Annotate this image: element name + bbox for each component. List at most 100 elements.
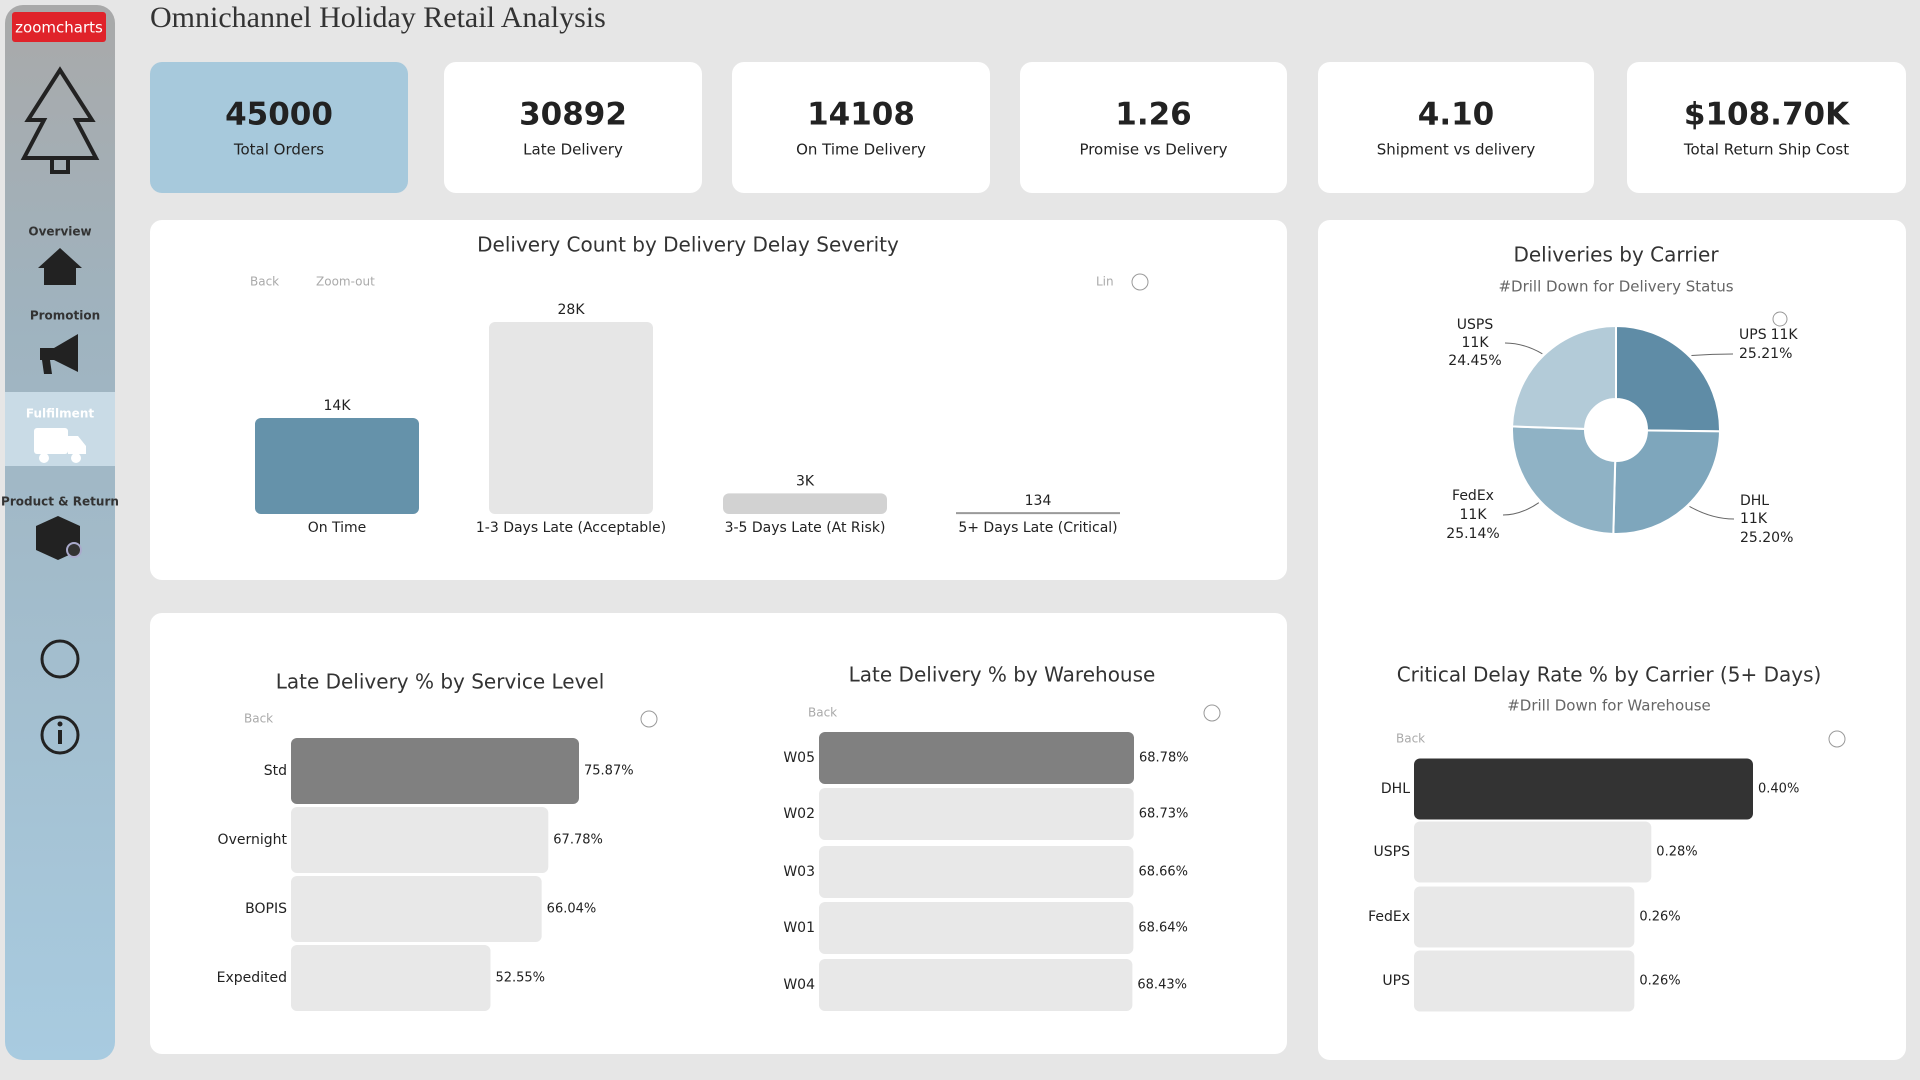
bar (1414, 758, 1753, 820)
back-button[interactable]: Back (250, 275, 279, 289)
bar (723, 493, 887, 514)
kpi-label: Late Delivery (523, 141, 623, 159)
y-tick-label: Std (264, 763, 287, 779)
page-title: Omnichannel Holiday Retail Analysis (150, 1, 606, 34)
scale-toggle[interactable]: Lin (1096, 275, 1114, 289)
value-label: 68.64% (1138, 921, 1188, 936)
y-tick-label: W04 (783, 977, 815, 993)
slice-percent: 25.21% (1739, 346, 1792, 362)
chart-subtitle: #Drill Down for Warehouse (1507, 697, 1711, 715)
kpi-card (732, 62, 990, 193)
nav-item[interactable]: Promotion (30, 309, 100, 323)
y-tick-label: W05 (783, 750, 815, 766)
bar (819, 959, 1133, 1011)
info-glyph (58, 730, 62, 744)
help-icon[interactable] (640, 710, 658, 728)
slice-count: 11K (1462, 335, 1490, 351)
bar (255, 418, 419, 514)
kpi-value: $108.70K (1684, 97, 1850, 133)
value-label: 68.73% (1139, 807, 1189, 822)
nav-item[interactable]: Overview (28, 225, 91, 239)
nav-item[interactable]: Fulfilment (26, 407, 94, 421)
logo: zoomcharts (15, 19, 103, 37)
logo-box (12, 12, 106, 42)
x-tick-label: 1-3 Days Late (Acceptable) (476, 520, 666, 536)
home-icon[interactable] (38, 248, 82, 285)
bar (1414, 821, 1652, 883)
bar (291, 807, 549, 873)
kpi-value: 30892 (519, 97, 627, 133)
x-tick-label: On Time (308, 520, 367, 536)
help-icon[interactable] (1828, 730, 1846, 748)
pie-slice (1511, 324, 1617, 430)
nav-item[interactable]: Product & Return (1, 495, 119, 509)
value-label: 28K (558, 302, 586, 318)
back-button[interactable]: Back (244, 712, 273, 726)
value-label: 0.40% (1758, 782, 1799, 797)
kpi-card (444, 62, 702, 193)
value-label: 3K (796, 473, 815, 489)
help-icon[interactable] (1772, 311, 1788, 327)
x-tick-label: 5+ Days Late (Critical) (958, 520, 1117, 536)
y-tick-label: Overnight (218, 832, 288, 848)
kpi-card (1627, 62, 1906, 193)
info-dot (57, 721, 63, 727)
slice-name: USPS (1457, 317, 1494, 333)
bar (489, 322, 653, 514)
value-label: 67.78% (553, 833, 603, 848)
slice-count: 11K (1460, 507, 1488, 523)
back-button[interactable]: Back (1396, 732, 1425, 746)
kpi-card (1020, 62, 1287, 193)
box-icon[interactable] (36, 516, 82, 560)
truck-icon[interactable] (34, 428, 86, 463)
bar (819, 732, 1134, 784)
value-label: 68.78% (1139, 751, 1189, 766)
info-icon[interactable] (40, 715, 80, 755)
pie-slice (1615, 324, 1721, 433)
slice-label: UPS 11K (1739, 327, 1798, 343)
help-icon[interactable] (1203, 704, 1221, 722)
bar (291, 945, 491, 1011)
slice-count: 11K (1740, 511, 1768, 527)
leader-line (1689, 505, 1735, 520)
panel (150, 220, 1287, 580)
y-tick-label: BOPIS (245, 901, 287, 917)
chart-title: Critical Delay Rate % by Carrier (5+ Day… (1397, 663, 1822, 687)
chart-title: Delivery Count by Delivery Delay Severit… (477, 233, 899, 257)
y-tick-label: UPS (1382, 973, 1410, 989)
bar (1414, 950, 1635, 1012)
slice-name: UPS (1739, 327, 1767, 343)
chart-title: Late Delivery % by Service Level (276, 670, 605, 694)
y-tick-label: W02 (783, 806, 815, 822)
refresh-icon[interactable] (40, 639, 80, 679)
kpi-label: Total Orders (233, 141, 324, 159)
kpi-label: Promise vs Delivery (1079, 141, 1227, 159)
kpi-row: 45000 Total Orders 30892 Late Delivery 14108… (150, 62, 1906, 193)
value-label: 68.66% (1138, 865, 1188, 880)
kpi-value: 1.26 (1115, 97, 1192, 133)
value-label: 0.26% (1639, 910, 1680, 925)
kpi-value: 14108 (807, 97, 915, 133)
megaphone-icon[interactable] (40, 334, 78, 374)
value-label: 75.87% (584, 764, 634, 779)
zoom-out-button[interactable]: Zoom-out (316, 275, 375, 289)
bar (819, 788, 1134, 840)
kpi-label: Total Return Ship Cost (1683, 141, 1849, 159)
kpi-card (1318, 62, 1594, 193)
help-icon[interactable] (1131, 273, 1149, 291)
y-tick-label: W03 (783, 864, 815, 880)
x-tick-label: 3-5 Days Late (At Risk) (725, 520, 886, 536)
y-tick-label: DHL (1381, 781, 1410, 797)
pie-slice (1511, 425, 1617, 535)
chart-subtitle: #Drill Down for Delivery Status (1498, 278, 1733, 296)
back-button[interactable]: Back (808, 706, 837, 720)
slice-name: DHL (1740, 493, 1769, 509)
leader-line (1691, 353, 1734, 357)
bar (1414, 886, 1635, 948)
value-label: 52.55% (495, 971, 545, 986)
y-tick-label: FedEx (1368, 909, 1410, 925)
pie-slice (1612, 429, 1722, 535)
slice-name: FedEx (1452, 488, 1494, 504)
value-label: 0.28% (1656, 845, 1697, 860)
